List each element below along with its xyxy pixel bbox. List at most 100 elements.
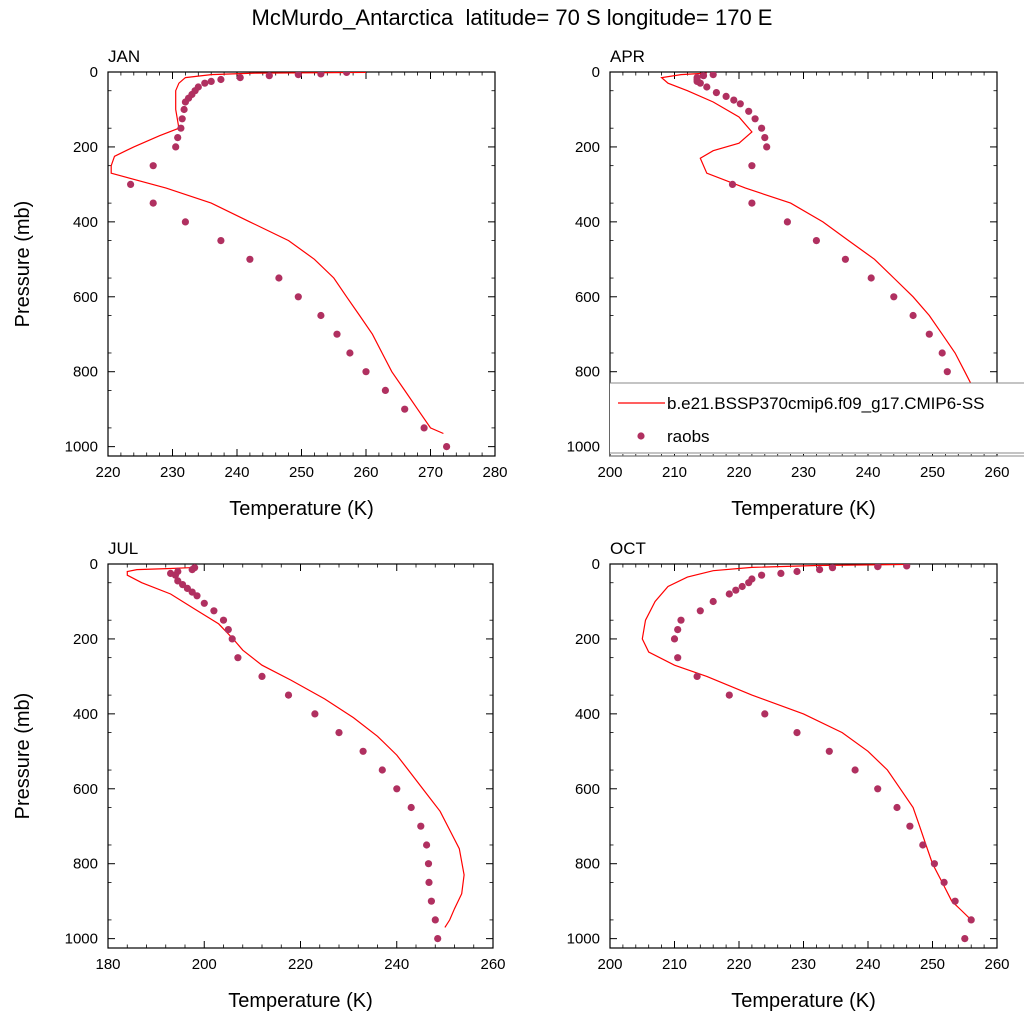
raobs-point [825, 747, 833, 755]
raobs-point [217, 75, 225, 84]
raobs-point [943, 368, 951, 376]
raobs-point [793, 729, 801, 737]
raobs-point [763, 143, 771, 151]
raobs-point [258, 672, 266, 681]
x-tick-label: 240 [224, 464, 249, 481]
raobs-point [951, 897, 959, 905]
legend-obs-label: raobs [667, 427, 710, 446]
y-tick-label: 400 [73, 214, 98, 231]
x-tick-label: 200 [597, 464, 622, 481]
plot-frame [609, 563, 998, 949]
raobs-point [761, 134, 769, 142]
raobs-point [443, 443, 451, 451]
raobs-point [696, 79, 704, 87]
raobs-point [311, 710, 319, 718]
raobs-point [417, 822, 425, 830]
raobs-point [793, 567, 801, 576]
x-tick-label: 200 [597, 956, 622, 973]
raobs-point [699, 72, 708, 80]
x-tick-label: 260 [480, 956, 505, 973]
raobs-point [709, 597, 717, 606]
raobs-point [925, 330, 933, 338]
raobs-point [127, 180, 135, 188]
raobs-point [961, 935, 969, 943]
raobs-point [874, 564, 882, 571]
raobs-point [874, 785, 882, 793]
y-tick-label: 1000 [567, 439, 600, 456]
x-tick-label: 280 [482, 464, 507, 481]
raobs-point [335, 729, 343, 737]
raobs-point [674, 626, 682, 634]
y-tick-label: 200 [73, 631, 98, 648]
x-tick-label: 220 [95, 464, 120, 481]
y-tick-label: 1000 [567, 931, 600, 948]
raobs-point [903, 564, 911, 570]
raobs-point [748, 199, 756, 207]
panel-jan: 220 230 240 250 260 270 280 0 200 400 600 800 1000 JA… [12, 47, 508, 520]
panel-apr: 200 210 220 230 240 250 260 0 200 400 600 800 1000 AP… [567, 47, 1010, 520]
y-tick-label: 800 [575, 364, 600, 381]
raobs-point [393, 785, 401, 793]
raobs-point [738, 582, 746, 591]
raobs-point [938, 349, 946, 357]
raobs-point [177, 124, 185, 132]
plot-area [110, 72, 451, 451]
raobs-point [407, 803, 415, 812]
raobs-point [178, 115, 186, 123]
raobs-point [867, 274, 875, 282]
x-tick-label: 250 [920, 464, 945, 481]
x-tick-label: 200 [192, 956, 217, 973]
raobs-point [343, 72, 351, 76]
raobs-point [751, 115, 759, 123]
x-tick-label: 260 [984, 464, 1009, 481]
raobs-point [693, 672, 701, 681]
y-tick-label: 1000 [65, 439, 98, 456]
y-tick-label: 800 [73, 856, 98, 873]
raobs-point [172, 143, 180, 151]
raobs-point [730, 96, 738, 104]
y-tick-label: 600 [73, 781, 98, 798]
raobs-point [841, 255, 850, 263]
raobs-point [179, 581, 187, 589]
raobs-point [420, 424, 428, 432]
raobs-point [346, 349, 354, 357]
raobs-point [333, 330, 341, 338]
y-tick-label: 800 [73, 364, 98, 381]
raobs-point [434, 935, 442, 943]
raobs-point [732, 586, 740, 594]
raobs-point [381, 386, 389, 394]
raobs-point [736, 100, 744, 108]
model-profile-line [660, 72, 997, 447]
raobs-point [893, 803, 901, 812]
raobs-point [294, 293, 302, 301]
raobs-point [424, 860, 433, 868]
y-tick-label: 200 [575, 139, 600, 156]
y-tick-label: 400 [575, 214, 600, 231]
raobs-point [423, 841, 431, 849]
x-tick-label: 250 [289, 464, 314, 481]
raobs-point [181, 98, 189, 106]
model-profile-line [641, 564, 972, 921]
raobs-point [181, 218, 189, 226]
raobs-point [783, 218, 792, 226]
raobs-point [362, 368, 370, 376]
raobs-point [728, 180, 737, 188]
raobs-point [246, 255, 254, 263]
panel-label: OCT [610, 539, 646, 558]
raobs-point [909, 311, 917, 320]
x-tick-label: 220 [726, 464, 751, 481]
raobs-point [670, 635, 679, 643]
raobs-point [967, 916, 975, 924]
y-axis-label: Pressure (mb) [12, 201, 34, 328]
raobs-point [180, 105, 188, 114]
raobs-point [265, 72, 273, 80]
raobs-point [677, 616, 685, 624]
legend-marker-swatch [637, 432, 645, 440]
legend-model-label: b.e21.BSSP370cmip6.f09_g17.CMIP6-SS [667, 394, 985, 413]
raobs-point [228, 635, 236, 643]
raobs-point [828, 564, 837, 572]
raobs-point [188, 566, 196, 574]
x-tick-label: 230 [160, 464, 185, 481]
plot-area [641, 564, 975, 943]
y-tick-label: 1000 [65, 931, 98, 948]
